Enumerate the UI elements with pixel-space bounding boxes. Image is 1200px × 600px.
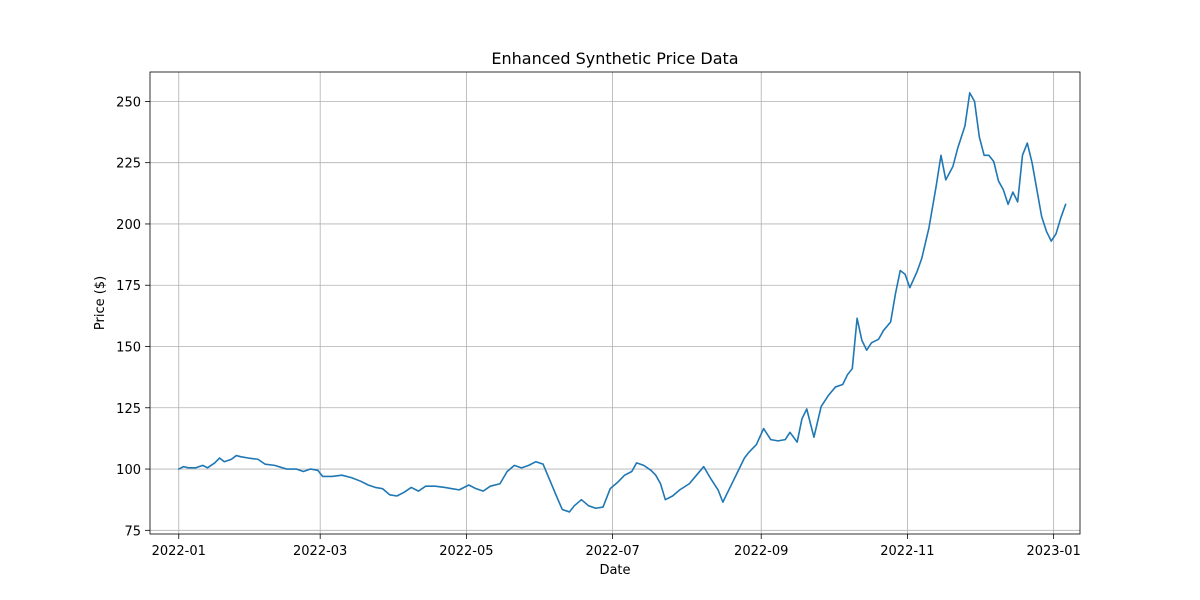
chart-title: Enhanced Synthetic Price Data <box>491 49 738 68</box>
x-tick-label: 2022-05 <box>439 544 493 559</box>
y-axis-title: Price ($) <box>93 276 108 330</box>
price-series-line <box>177 92 1067 513</box>
y-tick-label: 125 <box>116 402 141 417</box>
grid <box>150 72 1080 534</box>
y-axis: 75 100 125 150 175 200 225 250 <box>116 95 150 539</box>
y-tick-label: 150 <box>116 341 141 356</box>
y-tick-label: 100 <box>116 463 141 478</box>
y-tick-label: 200 <box>116 218 141 233</box>
x-tick-label: 2023-01 <box>1026 544 1080 559</box>
series-layer <box>177 92 1067 513</box>
x-tick-label: 2022-07 <box>585 544 639 559</box>
x-tick-label: 2022-11 <box>880 544 934 559</box>
x-axis: 2022-01 2022-03 2022-05 2022-07 2022-09 2022-… <box>152 534 1081 559</box>
x-tick-label: 2022-09 <box>734 544 788 559</box>
x-tick-label: 2022-03 <box>293 544 347 559</box>
x-axis-title: Date <box>599 563 630 578</box>
y-tick-label: 75 <box>124 524 141 539</box>
y-tick-label: 175 <box>116 279 141 294</box>
y-tick-label: 225 <box>116 157 141 172</box>
x-tick-label: 2022-01 <box>152 544 206 559</box>
y-tick-label: 250 <box>116 95 141 110</box>
plot-area <box>149 71 1081 535</box>
